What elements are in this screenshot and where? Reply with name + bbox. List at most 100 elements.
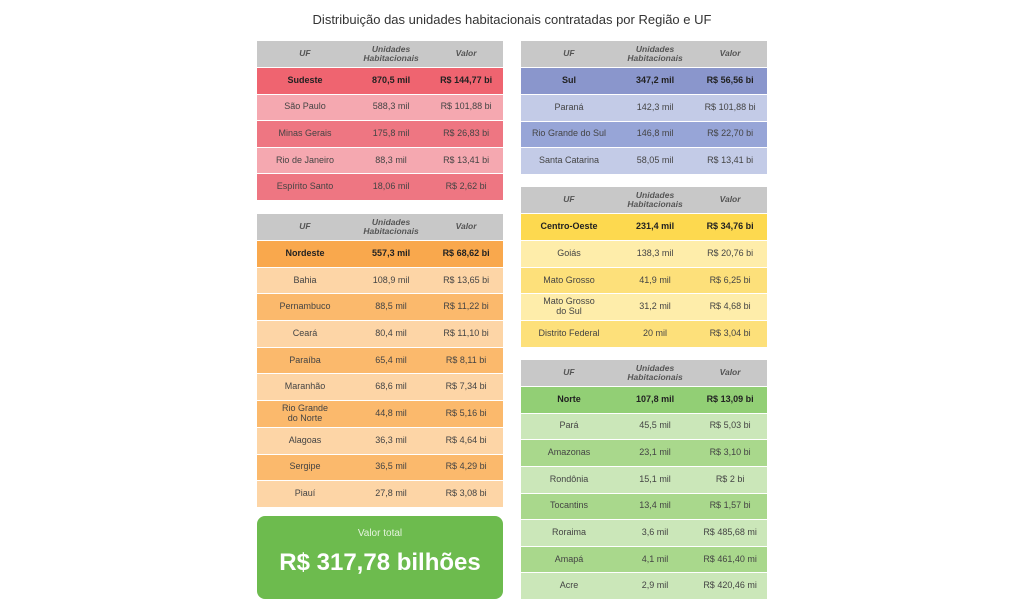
cell: R$ 5,03 bi [709, 420, 751, 431]
cell: Sul [561, 74, 576, 85]
cell: 88,3 mil [375, 154, 407, 165]
cell: Alagoas [288, 434, 322, 445]
cell: 41,9 mil [639, 274, 671, 285]
state-row: Santa Catarina 58,05 mil R$ 13,41 bi [521, 148, 767, 175]
header-row: UF Unidades Habitacionais Valor [257, 214, 503, 241]
cell: 107,8 mil [636, 393, 675, 404]
state-row: Paraná 142,3 mil R$ 101,88 bi [521, 94, 767, 122]
cell: 2,9 mil [641, 580, 669, 591]
cell: Valor [719, 48, 741, 59]
header-row: UF Unidades Habitacionais Valor [257, 41, 503, 68]
cell: Bahia [293, 274, 317, 285]
total-value: R$ 317,78 bilhões [279, 549, 481, 576]
cell: Amazonas [547, 447, 591, 458]
cell: Sergipe [289, 461, 321, 472]
cell: Amapá [554, 553, 584, 564]
cell: 58,05 mil [636, 155, 674, 166]
state-row: Tocantins 13,4 mil R$ 1,57 bi [521, 493, 767, 521]
state-row: Maranhão 68,6 mil R$ 7,34 bi [257, 374, 503, 402]
region-row: Nordeste 557,3 mil R$ 68,62 bi [257, 241, 503, 268]
total-box: Valor total R$ 317,78 bilhões [257, 516, 503, 599]
region-table: UF Unidades Habitacionais Valor Nordeste 557… [257, 214, 503, 508]
cell: R$ 3,10 bi [709, 447, 751, 458]
cell: Mato Grosso [543, 274, 595, 285]
title: Distribuição das unidades habitacionais … [312, 12, 712, 27]
cell: UF [563, 48, 575, 59]
cell: Distrito Federal [538, 328, 600, 339]
cell: 146,8 mil [636, 128, 674, 139]
cell: 557,3 mil [372, 247, 411, 258]
state-row: Espírito Santo 18,06 mil R$ 2,62 bi [257, 174, 503, 201]
cell: Sudeste [287, 74, 323, 85]
cell: 4,1 mil [641, 553, 669, 564]
cell: R$ 461,40 mi [703, 553, 757, 564]
state-row: São Paulo 588,3 mil R$ 101,88 bi [257, 94, 503, 122]
state-row: Mato Grosso do Sul 31,2 mil R$ 4,68 bi [521, 294, 767, 322]
cell: R$ 13,65 bi [443, 274, 490, 285]
cell: 138,3 mil [636, 247, 674, 258]
region-row: Centro-Oeste 231,4 mil R$ 34,76 bi [521, 214, 767, 241]
cell: 142,3 mil [636, 101, 674, 112]
cell: 108,9 mil [372, 274, 410, 285]
cell: 68,6 mil [375, 381, 407, 392]
cell: 347,2 mil [636, 74, 675, 85]
state-row: Pará 45,5 mil R$ 5,03 bi [521, 413, 767, 441]
cell: São Paulo [284, 101, 326, 112]
cell: Paraíba [289, 354, 321, 365]
cell: Pará [559, 420, 579, 431]
cell: Valor [719, 194, 741, 205]
cell: UF [299, 221, 311, 232]
cell: UF [563, 194, 575, 205]
cell: 36,5 mil [375, 461, 407, 472]
cell: R$ 11,22 bi [443, 301, 489, 312]
cell: R$ 34,76 bi [706, 220, 754, 231]
state-row: Rio de Janeiro 88,3 mil R$ 13,41 bi [257, 147, 503, 175]
state-row: Pernambuco 88,5 mil R$ 11,22 bi [257, 294, 503, 322]
cell: Valor [719, 367, 741, 378]
cell: R$ 4,29 bi [445, 461, 487, 472]
cell: Rondônia [549, 473, 589, 484]
header-row: UF Unidades Habitacionais Valor [521, 360, 767, 387]
cell: R$ 11,10 bi [443, 327, 489, 338]
region-table: UF Unidades Habitacionais Valor Sul 347,2 mi… [521, 41, 767, 175]
cell: R$ 101,88 bi [440, 101, 492, 112]
cell: R$ 2 bi [715, 473, 745, 484]
cell: Rio de Janeiro [275, 154, 334, 165]
cell: 20 mil [643, 328, 668, 339]
cell: 36,3 mil [375, 434, 407, 445]
state-row: Ceará 80,4 mil R$ 11,10 bi [257, 321, 503, 348]
cell: Unidades Habitacionais [627, 189, 683, 209]
cell: 18,06 mil [372, 181, 410, 192]
cell: 88,5 mil [375, 301, 407, 312]
cell: R$ 26,83 bi [443, 128, 490, 139]
cell: Rio Grande do Sul [531, 128, 606, 139]
cell: R$ 8,11 bi [445, 354, 487, 365]
cell: R$ 5,16 bi [445, 408, 487, 419]
cell: Centro-Oeste [540, 220, 598, 231]
cell: Tocantins [549, 500, 588, 511]
cell: 175,8 mil [372, 128, 410, 139]
cell: R$ 68,62 bi [442, 247, 490, 258]
cell: Unidades Habitacionais [363, 43, 419, 63]
cell: Espírito Santo [276, 181, 334, 192]
cell: 231,4 mil [636, 220, 675, 231]
cell: R$ 4,64 bi [445, 434, 487, 445]
cell: 870,5 mil [372, 74, 411, 85]
cell: 13,4 mil [639, 500, 671, 511]
cell: Nordeste [285, 247, 325, 258]
cell: R$ 13,09 bi [706, 393, 754, 404]
state-row: Piauí 27,8 mil R$ 3,08 bi [257, 481, 503, 508]
cell: 588,3 mil [372, 101, 410, 112]
state-row: Minas Gerais 175,8 mil R$ 26,83 bi [257, 121, 503, 148]
state-row: Alagoas 36,3 mil R$ 4,64 bi [257, 427, 503, 455]
state-row: Amapá 4,1 mil R$ 461,40 mi [521, 546, 767, 574]
region-table: UF Unidades Habitacionais Valor Sudeste 870,… [257, 41, 503, 201]
state-row: Amazonas 23,1 mil R$ 3,10 bi [521, 440, 767, 467]
cell: 27,8 mil [375, 488, 407, 499]
state-row: Roraima 3,6 mil R$ 485,68 mi [521, 520, 767, 547]
cell: Minas Gerais [278, 128, 332, 139]
state-row: Rio Grande do Sul 146,8 mil R$ 22,70 bi [521, 121, 767, 149]
cell: Unidades Habitacionais [627, 43, 683, 63]
cell: R$ 56,56 bi [706, 74, 754, 85]
